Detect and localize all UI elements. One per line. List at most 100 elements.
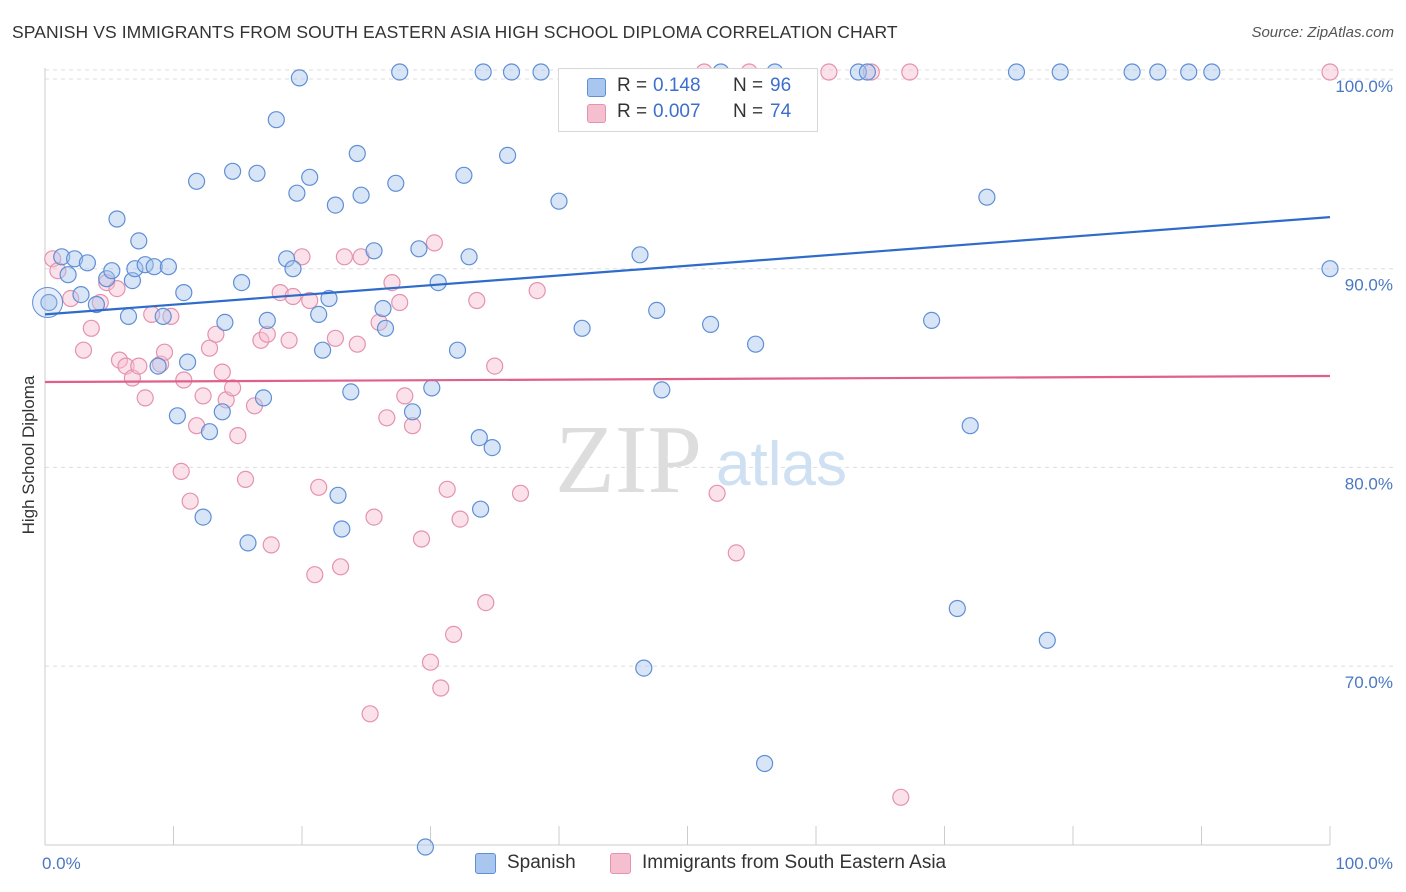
data-point-immigrants [412, 530, 431, 548]
data-point-spanish [416, 838, 434, 856]
data-point-immigrants [213, 363, 231, 381]
axes [44, 68, 1331, 846]
data-point-immigrants [262, 536, 280, 554]
data-point-immigrants [335, 248, 353, 266]
data-point-spanish [849, 63, 868, 81]
data-point-immigrants [708, 484, 726, 502]
x-tick-label: 0.0% [42, 854, 81, 873]
data-point-immigrants [901, 63, 919, 81]
data-point-immigrants [432, 679, 450, 697]
data-point-spanish [78, 254, 97, 272]
data-point-spanish [648, 301, 666, 319]
data-point-spanish [126, 260, 144, 278]
data-point-spanish [1180, 63, 1198, 81]
data-point-spanish [573, 319, 591, 337]
trend-lines [44, 216, 1331, 384]
data-point-immigrants [425, 234, 443, 252]
data-point-spanish [631, 246, 649, 264]
data-point-spanish [532, 63, 550, 81]
data-point-spanish [455, 166, 473, 184]
data-point-spanish [1203, 63, 1221, 81]
data-point-spanish [194, 508, 212, 526]
legend-n-label: N = [733, 75, 764, 96]
data-point-immigrants [361, 705, 379, 723]
data-point-immigrants [383, 274, 401, 292]
data-point-spanish [32, 287, 64, 318]
data-point-spanish [1321, 260, 1339, 278]
data-point-spanish [429, 274, 447, 292]
data-point-spanish [248, 164, 266, 182]
data-point-immigrants [207, 325, 225, 343]
series-spanish-points [32, 63, 1339, 856]
data-point-immigrants [451, 510, 469, 528]
data-point-spanish [746, 335, 765, 353]
data-point-spanish [653, 381, 671, 399]
data-point-spanish [387, 174, 405, 192]
data-point-spanish [130, 232, 148, 250]
bottom-legend-swatch-spanish [475, 853, 496, 874]
data-point-immigrants [181, 492, 199, 510]
data-point-spanish [701, 315, 720, 333]
data-point-spanish [224, 162, 242, 180]
data-point-spanish [267, 111, 285, 129]
legend-n-value: 74 [770, 101, 792, 122]
data-point-immigrants [310, 478, 328, 496]
data-point-immigrants [200, 339, 219, 357]
data-point-immigrants [396, 387, 414, 405]
data-point-immigrants [511, 484, 530, 502]
data-point-spanish [216, 313, 234, 331]
data-point-spanish [755, 754, 774, 773]
data-point-spanish [978, 188, 996, 206]
data-point-spanish [53, 248, 71, 266]
data-point-spanish [403, 403, 422, 421]
data-point-spanish [474, 63, 492, 81]
data-point-immigrants [74, 341, 93, 359]
legend-swatch-immigrants [587, 104, 606, 123]
data-point-spanish [961, 417, 979, 435]
data-point-spanish [40, 293, 58, 312]
data-point-immigrants [445, 625, 463, 644]
data-point-immigrants [391, 293, 409, 312]
data-point-spanish [423, 379, 441, 397]
data-point-spanish [188, 172, 206, 190]
data-point-spanish [352, 186, 370, 204]
data-point-spanish [374, 299, 392, 318]
legend-n-value: 96 [770, 75, 792, 96]
data-point-immigrants [108, 280, 126, 298]
data-point-immigrants [252, 331, 270, 349]
data-point-spanish [87, 295, 106, 314]
data-point-immigrants [110, 351, 129, 369]
data-point-spanish [948, 599, 966, 618]
data-point-immigrants [1321, 63, 1339, 81]
data-point-immigrants [403, 417, 422, 435]
data-point-spanish [108, 210, 126, 228]
data-point-immigrants [370, 313, 388, 331]
chart-title: SPANISH VS IMMIGRANTS FROM SOUTH EASTERN… [12, 22, 898, 42]
trend-line-spanish [44, 216, 1331, 316]
data-point-immigrants [892, 788, 910, 806]
data-point-spanish [310, 305, 328, 323]
data-point-spanish [233, 274, 251, 292]
bottom-legend-label: Spanish [507, 852, 576, 873]
data-point-spanish [288, 184, 306, 202]
data-point-spanish [179, 353, 197, 371]
bottom-legend-label: Immigrants from South Eastern Asia [642, 852, 947, 873]
data-point-spanish [483, 439, 501, 457]
data-point-spanish [348, 144, 366, 163]
data-point-spanish [391, 63, 409, 81]
data-point-immigrants [258, 325, 276, 343]
data-point-spanish [159, 258, 177, 276]
data-point-immigrants [421, 653, 440, 671]
data-point-immigrants [301, 291, 319, 310]
data-point-spanish [460, 248, 478, 266]
watermark-zip: ZIP [555, 406, 702, 514]
data-point-immigrants [229, 427, 247, 445]
data-point-immigrants [820, 63, 838, 81]
data-point-spanish [200, 423, 219, 441]
data-point-immigrants [172, 462, 190, 480]
data-point-spanish [239, 534, 257, 552]
data-point-immigrants [477, 593, 495, 612]
legend-r-value: 0.007 [653, 101, 701, 122]
data-point-spanish [103, 262, 121, 280]
